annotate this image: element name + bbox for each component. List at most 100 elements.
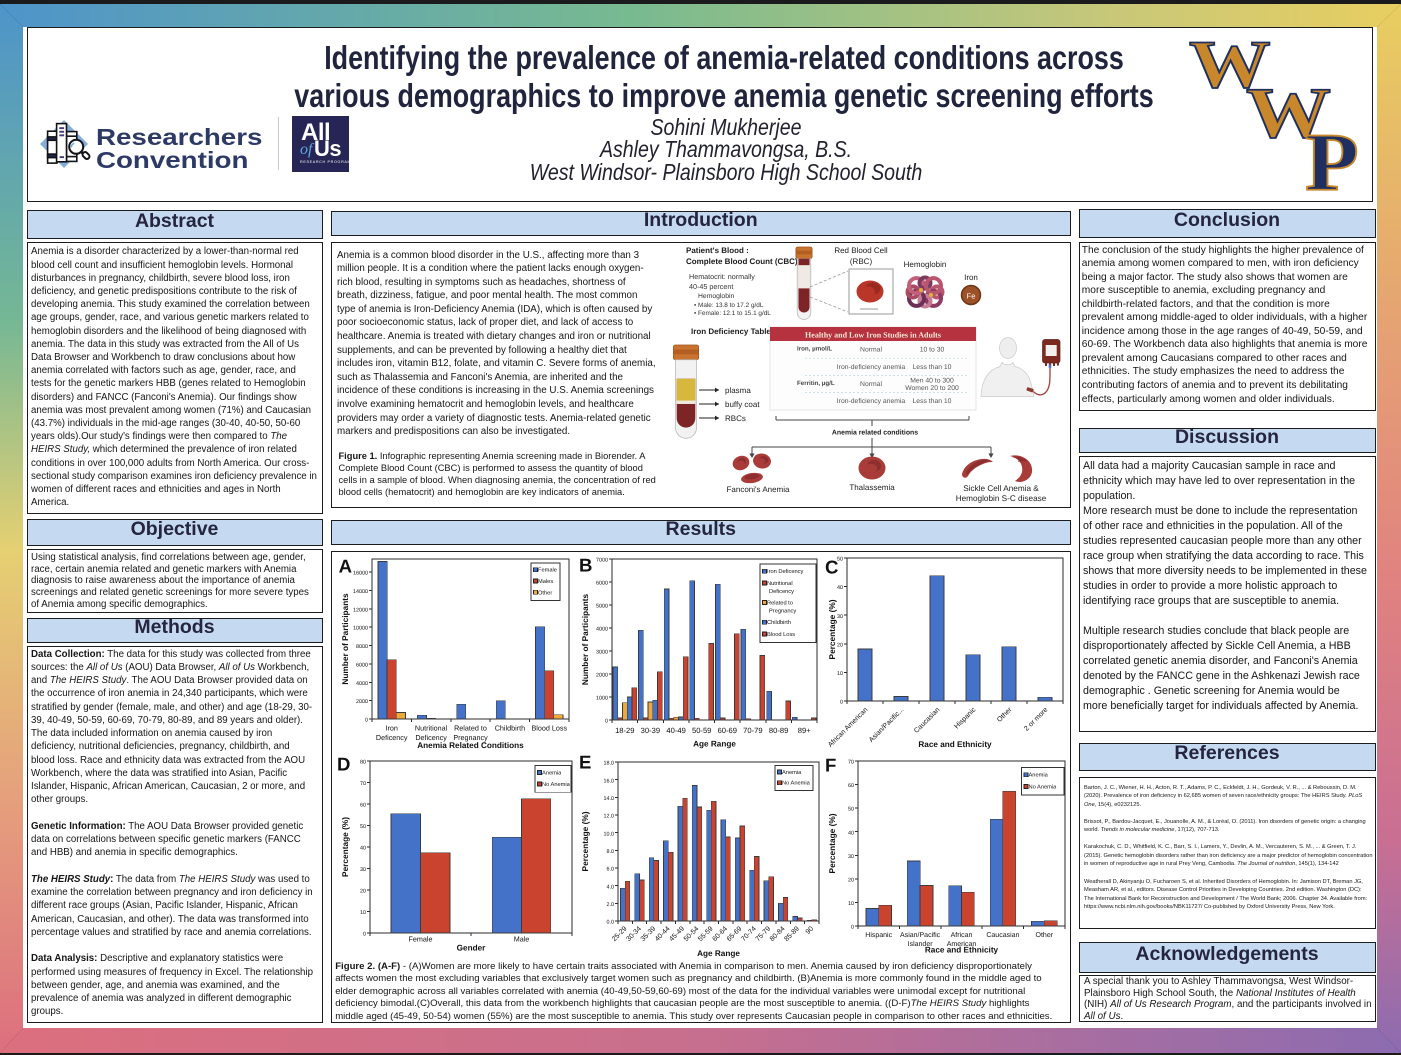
svg-text:Caucasian: Caucasian [912,706,941,735]
svg-text:30: 30 [360,867,366,873]
svg-text:30: 30 [848,854,854,860]
svg-text:0.0: 0.0 [607,920,615,926]
svg-text:Anemia related conditions: Anemia related conditions [832,430,918,437]
svg-text:Women 20 to 200: Women 20 to 200 [905,385,959,392]
svg-text:2000: 2000 [596,673,608,679]
svg-text:Anemia: Anemia [542,770,562,777]
svg-text:90: 90 [805,925,816,936]
svg-text:16000: 16000 [353,571,368,577]
svg-text:A: A [339,556,352,577]
svg-text:30: 30 [837,614,843,620]
svg-text:Hemoglobin: Hemoglobin [698,293,734,300]
svg-text:50: 50 [360,824,366,830]
svg-text:Iron: Iron [964,273,978,282]
svg-text:65-69: 65-69 [726,925,744,943]
svg-text:75-79: 75-79 [755,925,773,943]
svg-text:buffy coat: buffy coat [725,400,760,409]
svg-text:Complete Blood Count (CBC): Complete Blood Count (CBC) [686,257,798,266]
svg-text:African: African [951,931,973,939]
svg-text:Thalassemia: Thalassemia [849,483,895,492]
svg-text:89+: 89+ [798,726,811,735]
svg-text:Red Blood Cell: Red Blood Cell [834,246,888,255]
svg-text:Number of Participants: Number of Participants [580,593,590,685]
svg-text:6000: 6000 [596,581,608,587]
svg-text:30-34: 30-34 [625,925,643,943]
svg-text:Iron-deficiency anemia: Iron-deficiency anemia [837,364,906,371]
svg-text:1000: 1000 [596,696,608,702]
svg-text:Fe: Fe [967,292,976,301]
svg-text:• Male: 13.8 to 17.2 g/dL: • Male: 13.8 to 17.2 g/dL [694,302,764,309]
svg-text:• Female: 12.1 to 15.1 g/dL: • Female: 12.1 to 15.1 g/dL [694,310,771,317]
svg-text:0: 0 [363,932,366,938]
svg-text:Pregnancy: Pregnancy [769,608,796,614]
svg-text:Asian/Pacific: Asian/Pacific [900,931,941,939]
svg-text:Islander: Islander [908,940,934,948]
svg-text:Iron, µmol/L: Iron, µmol/L [797,346,832,353]
svg-text:C: C [825,556,838,577]
svg-text:D: D [337,753,350,774]
svg-text:12.0: 12.0 [604,814,615,820]
svg-text:African American: African American [826,706,869,749]
svg-text:10: 10 [848,901,854,907]
svg-text:Childbirth: Childbirth [767,619,791,626]
svg-text:Related to: Related to [767,600,793,607]
svg-text:4000: 4000 [596,627,608,633]
svg-text:10000: 10000 [353,626,368,632]
svg-text:Percentage (%): Percentage (%) [827,599,837,659]
svg-text:20: 20 [848,877,854,883]
svg-text:Childbirth: Childbirth [495,724,525,733]
svg-text:Deficency: Deficency [415,733,447,742]
svg-text:16.0: 16.0 [604,778,615,784]
svg-text:Age Range: Age Range [693,740,736,749]
svg-text:6000: 6000 [356,662,368,668]
svg-text:60-64: 60-64 [712,925,730,943]
svg-text:Fanconi's Anemia: Fanconi's Anemia [727,485,790,494]
svg-text:No Anemia: No Anemia [542,781,571,788]
svg-text:Iron Deficiency Table: Iron Deficiency Table [691,327,771,336]
svg-text:Female: Female [409,935,433,944]
svg-text:Hemoglobin: Hemoglobin [904,260,947,269]
svg-text:10: 10 [837,671,843,677]
svg-text:Male: Male [514,935,530,944]
svg-text:70-74: 70-74 [740,925,758,943]
svg-text:70: 70 [360,781,366,787]
svg-text:Hispanic: Hispanic [953,705,978,730]
svg-text:Males: Males [538,578,553,585]
svg-text:Hematocrit: normally: Hematocrit: normally [689,272,755,281]
svg-text:Researchers: Researchers [96,125,262,151]
svg-text:6.0: 6.0 [607,867,615,873]
svg-text:Age Range: Age Range [697,949,740,958]
svg-text:Blood Loss: Blood Loss [767,631,795,638]
svg-text:Deficency: Deficency [376,733,408,742]
svg-text:40: 40 [837,585,843,591]
svg-text:50: 50 [837,557,843,563]
svg-text:40: 40 [848,830,854,836]
svg-text:55-59: 55-59 [697,925,715,943]
svg-text:(RBC): (RBC) [850,257,873,266]
svg-text:Percentage (%): Percentage (%) [827,813,837,873]
svg-text:plasma: plasma [725,386,751,395]
svg-text:Gender: Gender [457,944,486,953]
svg-text:40-45 percent: 40-45 percent [689,282,733,291]
svg-text:60-69: 60-69 [718,726,737,735]
svg-text:70-79: 70-79 [743,726,762,735]
svg-text:Ferritin, µg/L: Ferritin, µg/L [797,380,835,387]
svg-text:Normal: Normal [860,381,882,388]
svg-text:Percentage (%): Percentage (%) [580,811,590,871]
svg-text:60: 60 [360,803,366,809]
svg-text:Normal: Normal [860,347,882,354]
svg-text:Deficency: Deficency [769,588,794,595]
svg-text:Anemia: Anemia [1029,772,1049,779]
svg-text:80-84: 80-84 [769,925,787,943]
svg-text:Race and Ethnicity: Race and Ethnicity [918,740,992,749]
svg-text:60: 60 [848,783,854,789]
svg-text:Other: Other [538,589,552,596]
svg-text:20: 20 [837,642,843,648]
svg-text:80: 80 [360,760,366,766]
svg-text:10: 10 [360,910,366,916]
svg-text:14000: 14000 [353,589,368,595]
svg-text:35-39: 35-39 [640,925,658,943]
svg-text:8000: 8000 [356,644,368,650]
svg-text:4000: 4000 [356,681,368,687]
svg-text:F: F [825,754,836,775]
